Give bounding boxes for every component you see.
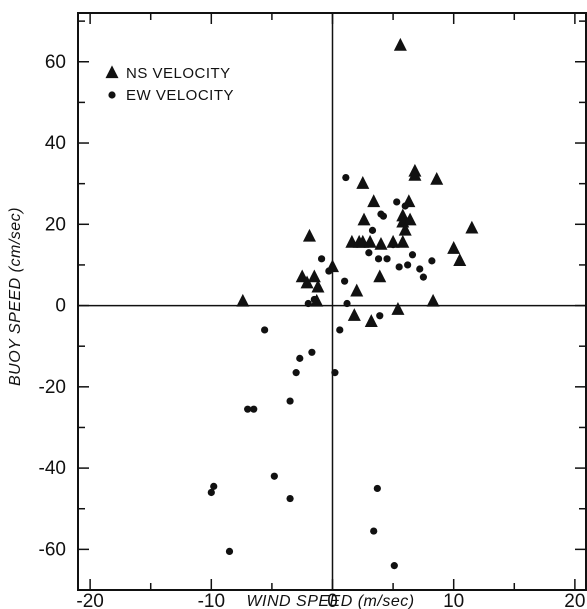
ew-velocity-point — [317, 255, 326, 263]
ns-velocity-point — [347, 308, 361, 321]
ew-velocity-point — [244, 405, 252, 413]
ew-velocity-point — [393, 198, 401, 206]
ew-velocity-point — [428, 257, 436, 265]
ew-velocity-point — [342, 173, 350, 182]
x-tick-label: 20 — [564, 591, 585, 609]
legend-ns-marker — [105, 65, 119, 79]
ns-velocity-point — [453, 253, 467, 267]
x-axis-label: WIND SPEED (m/sec) — [246, 593, 414, 609]
y-tick-label: 0 — [55, 296, 66, 317]
ew-velocity-point — [325, 267, 333, 275]
y-tick-label: -60 — [39, 539, 66, 560]
ew-velocity-point — [336, 326, 344, 334]
ew-velocity-point — [383, 255, 391, 263]
ns-velocity-point — [367, 194, 381, 208]
ns-velocity-point — [408, 167, 422, 181]
ew-velocity-point — [207, 488, 215, 497]
ns-velocity-point — [307, 269, 321, 283]
ew-velocity-point — [389, 241, 397, 249]
ew-velocity-point — [304, 299, 312, 308]
ew-velocity-point — [419, 273, 427, 281]
y-tick-label: -40 — [39, 458, 66, 479]
ew-velocity-point — [286, 397, 294, 405]
ns-velocity-point — [426, 293, 440, 307]
x-tick-label: 10 — [443, 591, 464, 609]
ew-velocity-point — [374, 255, 383, 263]
ew-velocity-point — [379, 212, 387, 220]
ns-velocity-point — [398, 222, 412, 236]
ns-velocity-point — [403, 212, 417, 226]
ew-velocity-point — [416, 265, 424, 273]
ns-velocity-point — [391, 301, 405, 315]
ew-velocity-point — [376, 312, 384, 320]
legend-ns-label: NS VELOCITY — [126, 65, 231, 82]
ns-velocity-point — [302, 228, 316, 242]
ns-velocity-point — [236, 293, 250, 307]
x-tick-label: 0 — [327, 591, 338, 609]
ns-velocity-point — [300, 275, 314, 289]
y-tick-label: 40 — [45, 133, 66, 154]
ew-velocity-point — [341, 277, 349, 285]
ew-velocity-point — [368, 226, 377, 234]
legend-ew-marker — [108, 91, 116, 99]
ew-velocity-point — [310, 295, 318, 304]
ew-velocity-point — [401, 202, 409, 210]
ew-velocity-point — [365, 249, 373, 257]
ns-velocity-point — [465, 220, 479, 234]
ns-velocity-point — [430, 171, 444, 185]
x-tick-label: -10 — [198, 591, 225, 609]
ew-velocity-point — [395, 263, 403, 271]
ns-velocity-point — [357, 212, 371, 226]
ns-velocity-point — [396, 234, 410, 248]
ns-velocity-point — [356, 176, 370, 189]
y-tick-label: 60 — [45, 52, 66, 73]
ns-velocity-point — [311, 279, 325, 293]
ew-velocity-point — [286, 494, 294, 503]
ew-velocity-point — [250, 405, 258, 413]
ew-velocity-point — [390, 562, 398, 570]
ew-velocity-point — [292, 369, 300, 377]
x-tick-label: -20 — [76, 591, 103, 609]
ew-velocity-point — [225, 547, 234, 555]
ns-velocity-point — [373, 269, 387, 283]
ew-velocity-point — [373, 484, 381, 493]
y-tick-label: 20 — [45, 214, 66, 235]
ew-velocity-point — [404, 261, 412, 269]
ew-velocity-point — [331, 369, 339, 377]
ew-velocity-point — [261, 326, 269, 334]
legend-ew-label: EW VELOCITY — [126, 87, 234, 104]
ns-velocity-point — [350, 283, 364, 297]
y-tick-label: -20 — [39, 377, 66, 398]
ns-velocity-point — [393, 37, 407, 51]
y-axis-label: BUOY SPEED (cm/sec) — [7, 207, 24, 386]
ns-velocity-point — [364, 314, 378, 328]
ew-velocity-point — [210, 482, 218, 490]
ew-velocity-point — [308, 348, 316, 356]
ew-velocity-point — [408, 251, 417, 259]
ns-velocity-point — [447, 241, 461, 254]
ns-velocity-point — [363, 234, 377, 248]
ns-velocity-point — [374, 236, 388, 250]
ew-velocity-point — [270, 472, 278, 480]
ew-velocity-point — [343, 299, 351, 308]
ew-velocity-point — [296, 354, 304, 362]
ew-velocity-point — [370, 527, 378, 535]
